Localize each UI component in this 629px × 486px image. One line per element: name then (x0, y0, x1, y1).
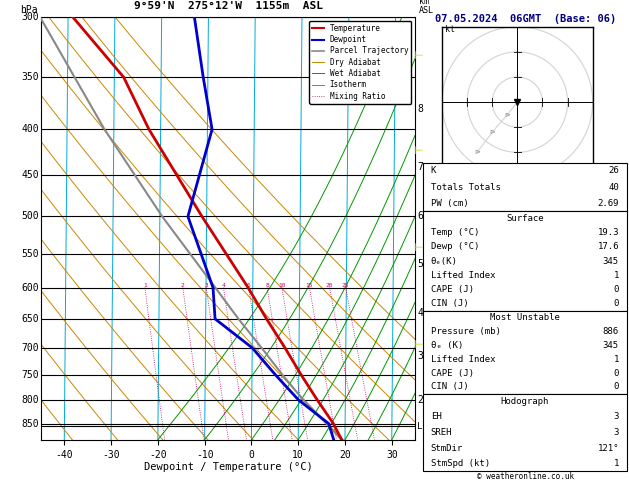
Text: 4: 4 (417, 308, 423, 318)
Text: 3: 3 (204, 283, 208, 288)
Text: K: K (431, 166, 437, 175)
Text: 345: 345 (603, 257, 619, 266)
Text: 550: 550 (21, 249, 39, 259)
Text: Hodograph: Hodograph (501, 397, 549, 406)
Text: Most Unstable: Most Unstable (490, 313, 560, 322)
Text: 500: 500 (21, 211, 39, 222)
Text: 15: 15 (306, 283, 313, 288)
Text: 300: 300 (21, 12, 39, 22)
Text: 40: 40 (608, 183, 619, 191)
Text: 600: 600 (21, 283, 39, 293)
Text: θₑ (K): θₑ (K) (431, 341, 463, 350)
FancyBboxPatch shape (423, 211, 627, 311)
Text: 2.69: 2.69 (598, 199, 619, 208)
Text: 650: 650 (21, 314, 39, 324)
Text: 6: 6 (417, 211, 423, 222)
Text: kt: kt (445, 25, 455, 34)
Text: 4: 4 (221, 283, 225, 288)
Text: km
ASL: km ASL (419, 0, 434, 15)
Text: EH: EH (431, 413, 442, 421)
Text: 19.3: 19.3 (598, 228, 619, 237)
Text: ⊳: ⊳ (504, 112, 510, 118)
Text: 1: 1 (613, 459, 619, 468)
Text: 10: 10 (278, 283, 286, 288)
Text: 3: 3 (613, 413, 619, 421)
Text: ⊢: ⊢ (413, 51, 423, 61)
Text: ⊳: ⊳ (474, 149, 480, 156)
Text: 750: 750 (21, 370, 39, 380)
Text: CIN (J): CIN (J) (431, 299, 469, 309)
Text: 3: 3 (417, 351, 423, 361)
Text: Lifted Index: Lifted Index (431, 271, 496, 280)
Text: 800: 800 (21, 395, 39, 405)
Text: 25: 25 (342, 283, 350, 288)
Text: LCL: LCL (417, 422, 433, 431)
FancyBboxPatch shape (423, 163, 627, 211)
Text: 700: 700 (21, 343, 39, 353)
Text: hPa: hPa (20, 5, 38, 15)
Text: 17.6: 17.6 (598, 243, 619, 251)
Text: Lifted Index: Lifted Index (431, 355, 496, 364)
Text: 1: 1 (613, 355, 619, 364)
Text: SREH: SREH (431, 428, 452, 437)
Text: 9°59'N  275°12'W  1155m  ASL: 9°59'N 275°12'W 1155m ASL (133, 0, 323, 11)
Text: 121°: 121° (598, 444, 619, 452)
Text: 6: 6 (247, 283, 250, 288)
Text: © weatheronline.co.uk: © weatheronline.co.uk (477, 472, 574, 481)
Text: ⊢: ⊢ (413, 340, 423, 350)
FancyBboxPatch shape (423, 311, 627, 394)
Text: 7: 7 (417, 161, 423, 172)
Text: θₑ(K): θₑ(K) (431, 257, 458, 266)
Text: ⊳: ⊳ (489, 129, 495, 135)
Text: 20: 20 (326, 283, 333, 288)
Text: Temp (°C): Temp (°C) (431, 228, 479, 237)
Text: 2: 2 (181, 283, 185, 288)
FancyBboxPatch shape (423, 394, 627, 471)
Text: 0: 0 (613, 368, 619, 378)
Text: 0: 0 (613, 285, 619, 294)
Text: StmDir: StmDir (431, 444, 463, 452)
Text: 350: 350 (21, 72, 39, 82)
Text: 26: 26 (608, 166, 619, 175)
Text: 1: 1 (143, 283, 147, 288)
Text: 5: 5 (417, 259, 423, 269)
Text: 850: 850 (21, 418, 39, 429)
Text: Totals Totals: Totals Totals (431, 183, 501, 191)
Text: 0: 0 (613, 382, 619, 391)
Text: Pressure (mb): Pressure (mb) (431, 327, 501, 336)
Text: ⊢: ⊢ (413, 243, 423, 253)
Text: ⊢: ⊢ (413, 146, 423, 156)
Text: 400: 400 (21, 124, 39, 134)
Text: PW (cm): PW (cm) (431, 199, 469, 208)
Text: 8: 8 (265, 283, 269, 288)
Text: 1: 1 (613, 271, 619, 280)
Text: 345: 345 (603, 341, 619, 350)
Text: Dewp (°C): Dewp (°C) (431, 243, 479, 251)
X-axis label: Dewpoint / Temperature (°C): Dewpoint / Temperature (°C) (143, 462, 313, 472)
Text: 0: 0 (613, 299, 619, 309)
Text: CAPE (J): CAPE (J) (431, 368, 474, 378)
Legend: Temperature, Dewpoint, Parcel Trajectory, Dry Adiabat, Wet Adiabat, Isotherm, Mi: Temperature, Dewpoint, Parcel Trajectory… (309, 21, 411, 104)
Text: CAPE (J): CAPE (J) (431, 285, 474, 294)
Text: 2: 2 (417, 395, 423, 405)
Text: Surface: Surface (506, 214, 543, 223)
Text: StmSpd (kt): StmSpd (kt) (431, 459, 490, 468)
Text: 8: 8 (417, 104, 423, 114)
Text: 450: 450 (21, 170, 39, 180)
Text: 3: 3 (613, 428, 619, 437)
Text: CIN (J): CIN (J) (431, 382, 469, 391)
Text: 07.05.2024  06GMT  (Base: 06): 07.05.2024 06GMT (Base: 06) (435, 14, 616, 24)
Text: 886: 886 (603, 327, 619, 336)
Text: Mixing Ratio (g/kg): Mixing Ratio (g/kg) (431, 181, 440, 276)
